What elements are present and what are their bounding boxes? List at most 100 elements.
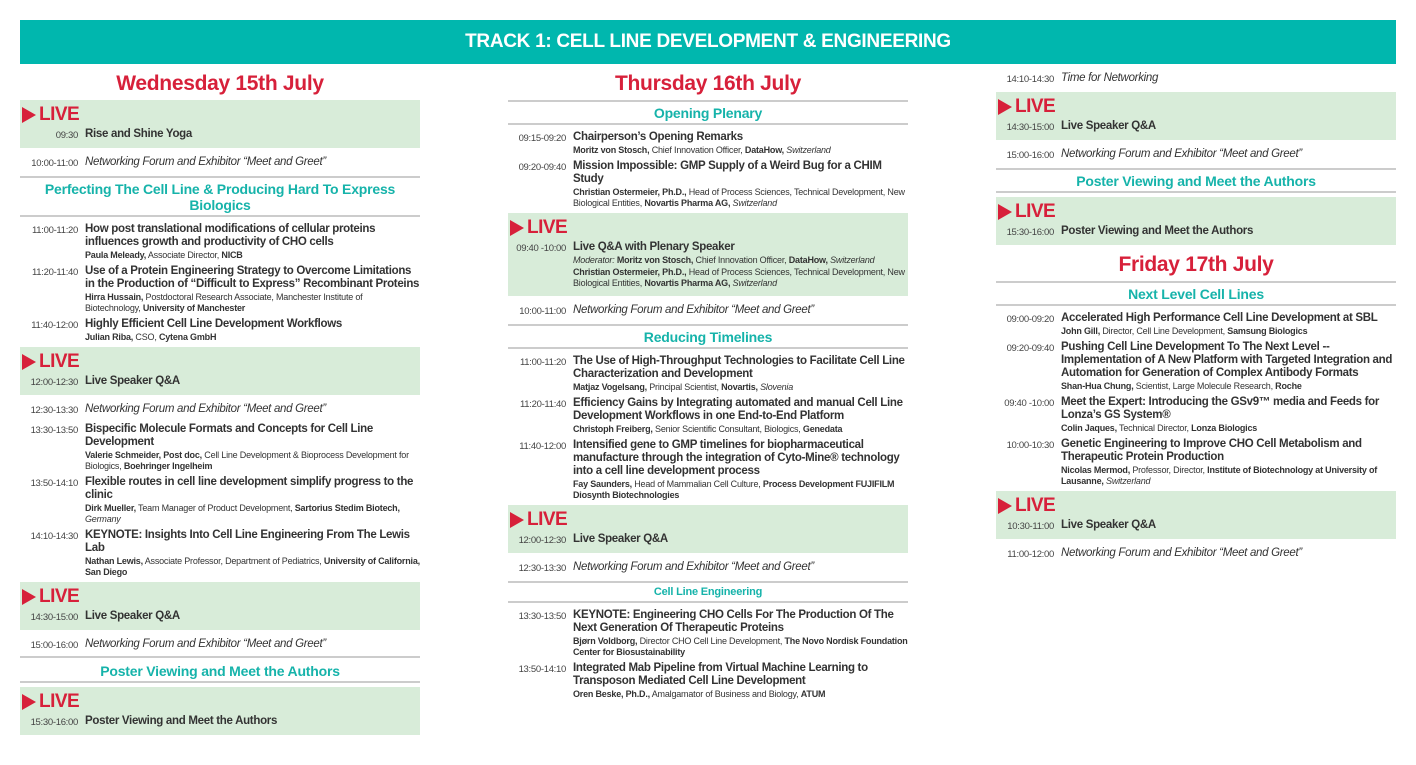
- live-label: LIVE: [20, 586, 420, 608]
- session-body: KEYNOTE: Engineering CHO Cells For The P…: [573, 609, 908, 658]
- session-body: The Use of High-Throughput Technologies …: [573, 355, 908, 393]
- session-body: Poster Viewing and Meet the Authors: [1061, 225, 1396, 238]
- play-icon: [510, 220, 524, 236]
- live-session: LIVE 14:30-15:00 Live Speaker Q&A: [20, 582, 420, 630]
- session-body: Networking Forum and Exhibitor “Meet and…: [85, 403, 420, 416]
- session-row: 14:30-15:00 Live Speaker Q&A: [996, 118, 1396, 135]
- speaker-text: Head of Process Sciences, Technical Deve…: [573, 187, 905, 208]
- speaker-line: Christian Ostermeier, Ph.D., Head of Pro…: [573, 267, 908, 289]
- speaker-text: Bjørn Voldborg,: [573, 636, 638, 646]
- session-title: Poster Viewing and Meet the Authors: [85, 715, 278, 727]
- session-time: 09:20-09:40: [1006, 343, 1055, 354]
- play-icon: [510, 512, 524, 528]
- speaker-text: Chief Innovation Officer,: [693, 255, 789, 265]
- session-row: 10:00-10:30 Genetic Engineering to Improv…: [996, 436, 1396, 489]
- session-title: Live Speaker Q&A: [85, 375, 180, 387]
- speaker-text: NICB: [221, 250, 243, 260]
- session-time: 11:20-11:40: [520, 399, 566, 410]
- session-title: The Use of High-Throughput Technologies …: [573, 355, 905, 380]
- session-time: 10:00-11:00: [519, 306, 566, 317]
- session-title: Integrated Mab Pipeline from Virtual Mac…: [573, 662, 868, 687]
- play-icon: [22, 694, 36, 710]
- session-title: Live Q&A with Plenary Speaker: [573, 241, 735, 253]
- speaker-text: John Gill,: [1061, 326, 1101, 336]
- session-row: 14:30-15:00 Live Speaker Q&A: [20, 608, 420, 625]
- session-title: Chairperson’s Opening Remarks: [573, 131, 743, 143]
- play-icon: [998, 498, 1012, 514]
- speaker-text: Christian Ostermeier, Ph.D.,: [573, 187, 687, 197]
- thursday-column: Thursday 16th July Opening Plenary 09:15-0…: [508, 68, 908, 702]
- session-body: Integrated Mab Pipeline from Virtual Mac…: [573, 662, 908, 700]
- speaker-text: Novartis Pharma AG,: [644, 198, 731, 208]
- live-label: LIVE: [20, 691, 420, 713]
- live-text: LIVE: [39, 691, 80, 712]
- track-banner: TRACK 1: CELL LINE DEVELOPMENT & ENGINEE…: [20, 20, 1396, 64]
- speaker-text: Paula Meleady,: [85, 250, 147, 260]
- speaker-text: Roche: [1275, 381, 1302, 391]
- session-body: Efficiency Gains by Integrating automate…: [573, 397, 908, 435]
- session-body: Live Speaker Q&A: [1061, 120, 1396, 133]
- session-row: 09:40 -10:00 Live Q&A with Plenary Speake…: [508, 239, 908, 291]
- session-time: 10:30-11:00: [1007, 521, 1054, 532]
- networking-row: 15:00-16:00 Networking Forum and Exhibito…: [996, 144, 1396, 166]
- session-time: 15:00-16:00: [1006, 150, 1055, 161]
- live-session: LIVE 14:30-15:00 Live Speaker Q&A: [996, 92, 1396, 140]
- speaker-text: Postdoctoral Research Associate, Manches…: [85, 292, 363, 313]
- session-time: 12:30-13:30: [518, 563, 567, 574]
- session-title: Poster Viewing and Meet the Authors: [1061, 225, 1254, 237]
- live-text: LIVE: [527, 509, 568, 530]
- session-title: Live Speaker Q&A: [85, 610, 180, 622]
- session-title: Efficiency Gains by Integrating automate…: [573, 397, 903, 422]
- live-label: LIVE: [508, 509, 908, 531]
- speaker-line: John Gill, Director, Cell Line Developme…: [1061, 326, 1396, 337]
- speaker-text: Switzerland: [783, 145, 831, 155]
- speaker-text: Associate Professor, Department of Pedia…: [142, 556, 324, 566]
- wednesday-column: Wednesday 15th July LIVE 09:30 Rise and Shi…: [20, 68, 420, 739]
- session-row: 09:20-09:40 Mission Impossible: GMP Suppl…: [508, 158, 908, 211]
- speaker-text: Julian Riba,: [85, 332, 134, 342]
- session-title: Genetic Engineering to Improve CHO Cell …: [1061, 438, 1362, 463]
- play-icon: [22, 354, 36, 370]
- speaker-text: Cytena GmbH: [158, 332, 217, 342]
- session-title: Bispecific Molecule Formats and Concepts…: [85, 423, 373, 448]
- day-heading: Friday 17th July: [1118, 253, 1274, 276]
- session-title: Intensified gene to GMP timelines for bi…: [573, 439, 900, 477]
- speaker-text: Fay Saunders,: [573, 479, 632, 489]
- play-icon: [998, 99, 1012, 115]
- session-time: 11:40-12:00: [31, 320, 78, 331]
- speaker-text: DataHow,: [788, 255, 828, 265]
- speaker-line: Hirra Hussain, Postdoctoral Research Ass…: [85, 292, 420, 314]
- live-label: LIVE: [996, 201, 1396, 223]
- session-time: 11:20-11:40: [32, 267, 78, 278]
- live-session: LIVE 09:40 -10:00 Live Q&A with Plenary Sp…: [508, 213, 908, 296]
- session-row: 15:30-16:00 Poster Viewing and Meet the A…: [996, 223, 1396, 240]
- session-time: 12:00-12:30: [518, 535, 567, 546]
- speaker-text: Principal Scientist,: [646, 382, 722, 392]
- live-label: LIVE: [996, 495, 1396, 517]
- speaker-text: Valerie Schmeider, Post doc,: [85, 450, 202, 460]
- session-time: 09:40 -10:00: [1004, 398, 1054, 409]
- speaker-text: Moritz von Stosch,: [614, 255, 694, 265]
- speaker-text: Shan-Hua Chung,: [1061, 381, 1134, 391]
- session-row: 11:20-11:40 Use of a Protein Engineering …: [20, 263, 420, 316]
- speaker-text: Boehringer Ingelheim: [123, 461, 213, 471]
- networking-row: 14:10-14:30 Time for Networking: [996, 68, 1396, 90]
- live-label: LIVE: [20, 351, 420, 373]
- session-title: Mission Impossible: GMP Supply of a Weir…: [573, 160, 882, 185]
- speaker-text: Germany: [85, 514, 121, 524]
- thursday-friday-column: 14:10-14:30 Time for Networking LIVE 14:30-…: [996, 68, 1396, 565]
- speaker-line: Christian Ostermeier, Ph.D., Head of Pro…: [573, 187, 908, 209]
- session-title: Networking Forum and Exhibitor “Meet and…: [1061, 148, 1302, 160]
- live-session: LIVE 15:30-16:00 Poster Viewing and Meet t…: [20, 687, 420, 735]
- session-time: 09:15-09:20: [518, 133, 567, 144]
- session-time: 14:30-15:00: [30, 612, 79, 623]
- session-title: Networking Forum and Exhibitor “Meet and…: [1061, 547, 1302, 559]
- speaker-text: Colin Jaques,: [1061, 423, 1117, 433]
- session-body: Highly Efficient Cell Line Development W…: [85, 318, 420, 343]
- session-body: Genetic Engineering to Improve CHO Cell …: [1061, 438, 1396, 487]
- session-row: 13:50-14:10 Integrated Mab Pipeline from …: [508, 660, 908, 702]
- section-heading: Perfecting The Cell Line & Producing Har…: [20, 176, 420, 217]
- section-heading: Poster Viewing and Meet the Authors: [20, 660, 420, 683]
- speaker-text: Director CHO Cell Line Development,: [637, 636, 785, 646]
- session-row: 09:20-09:40 Pushing Cell Line Development…: [996, 339, 1396, 394]
